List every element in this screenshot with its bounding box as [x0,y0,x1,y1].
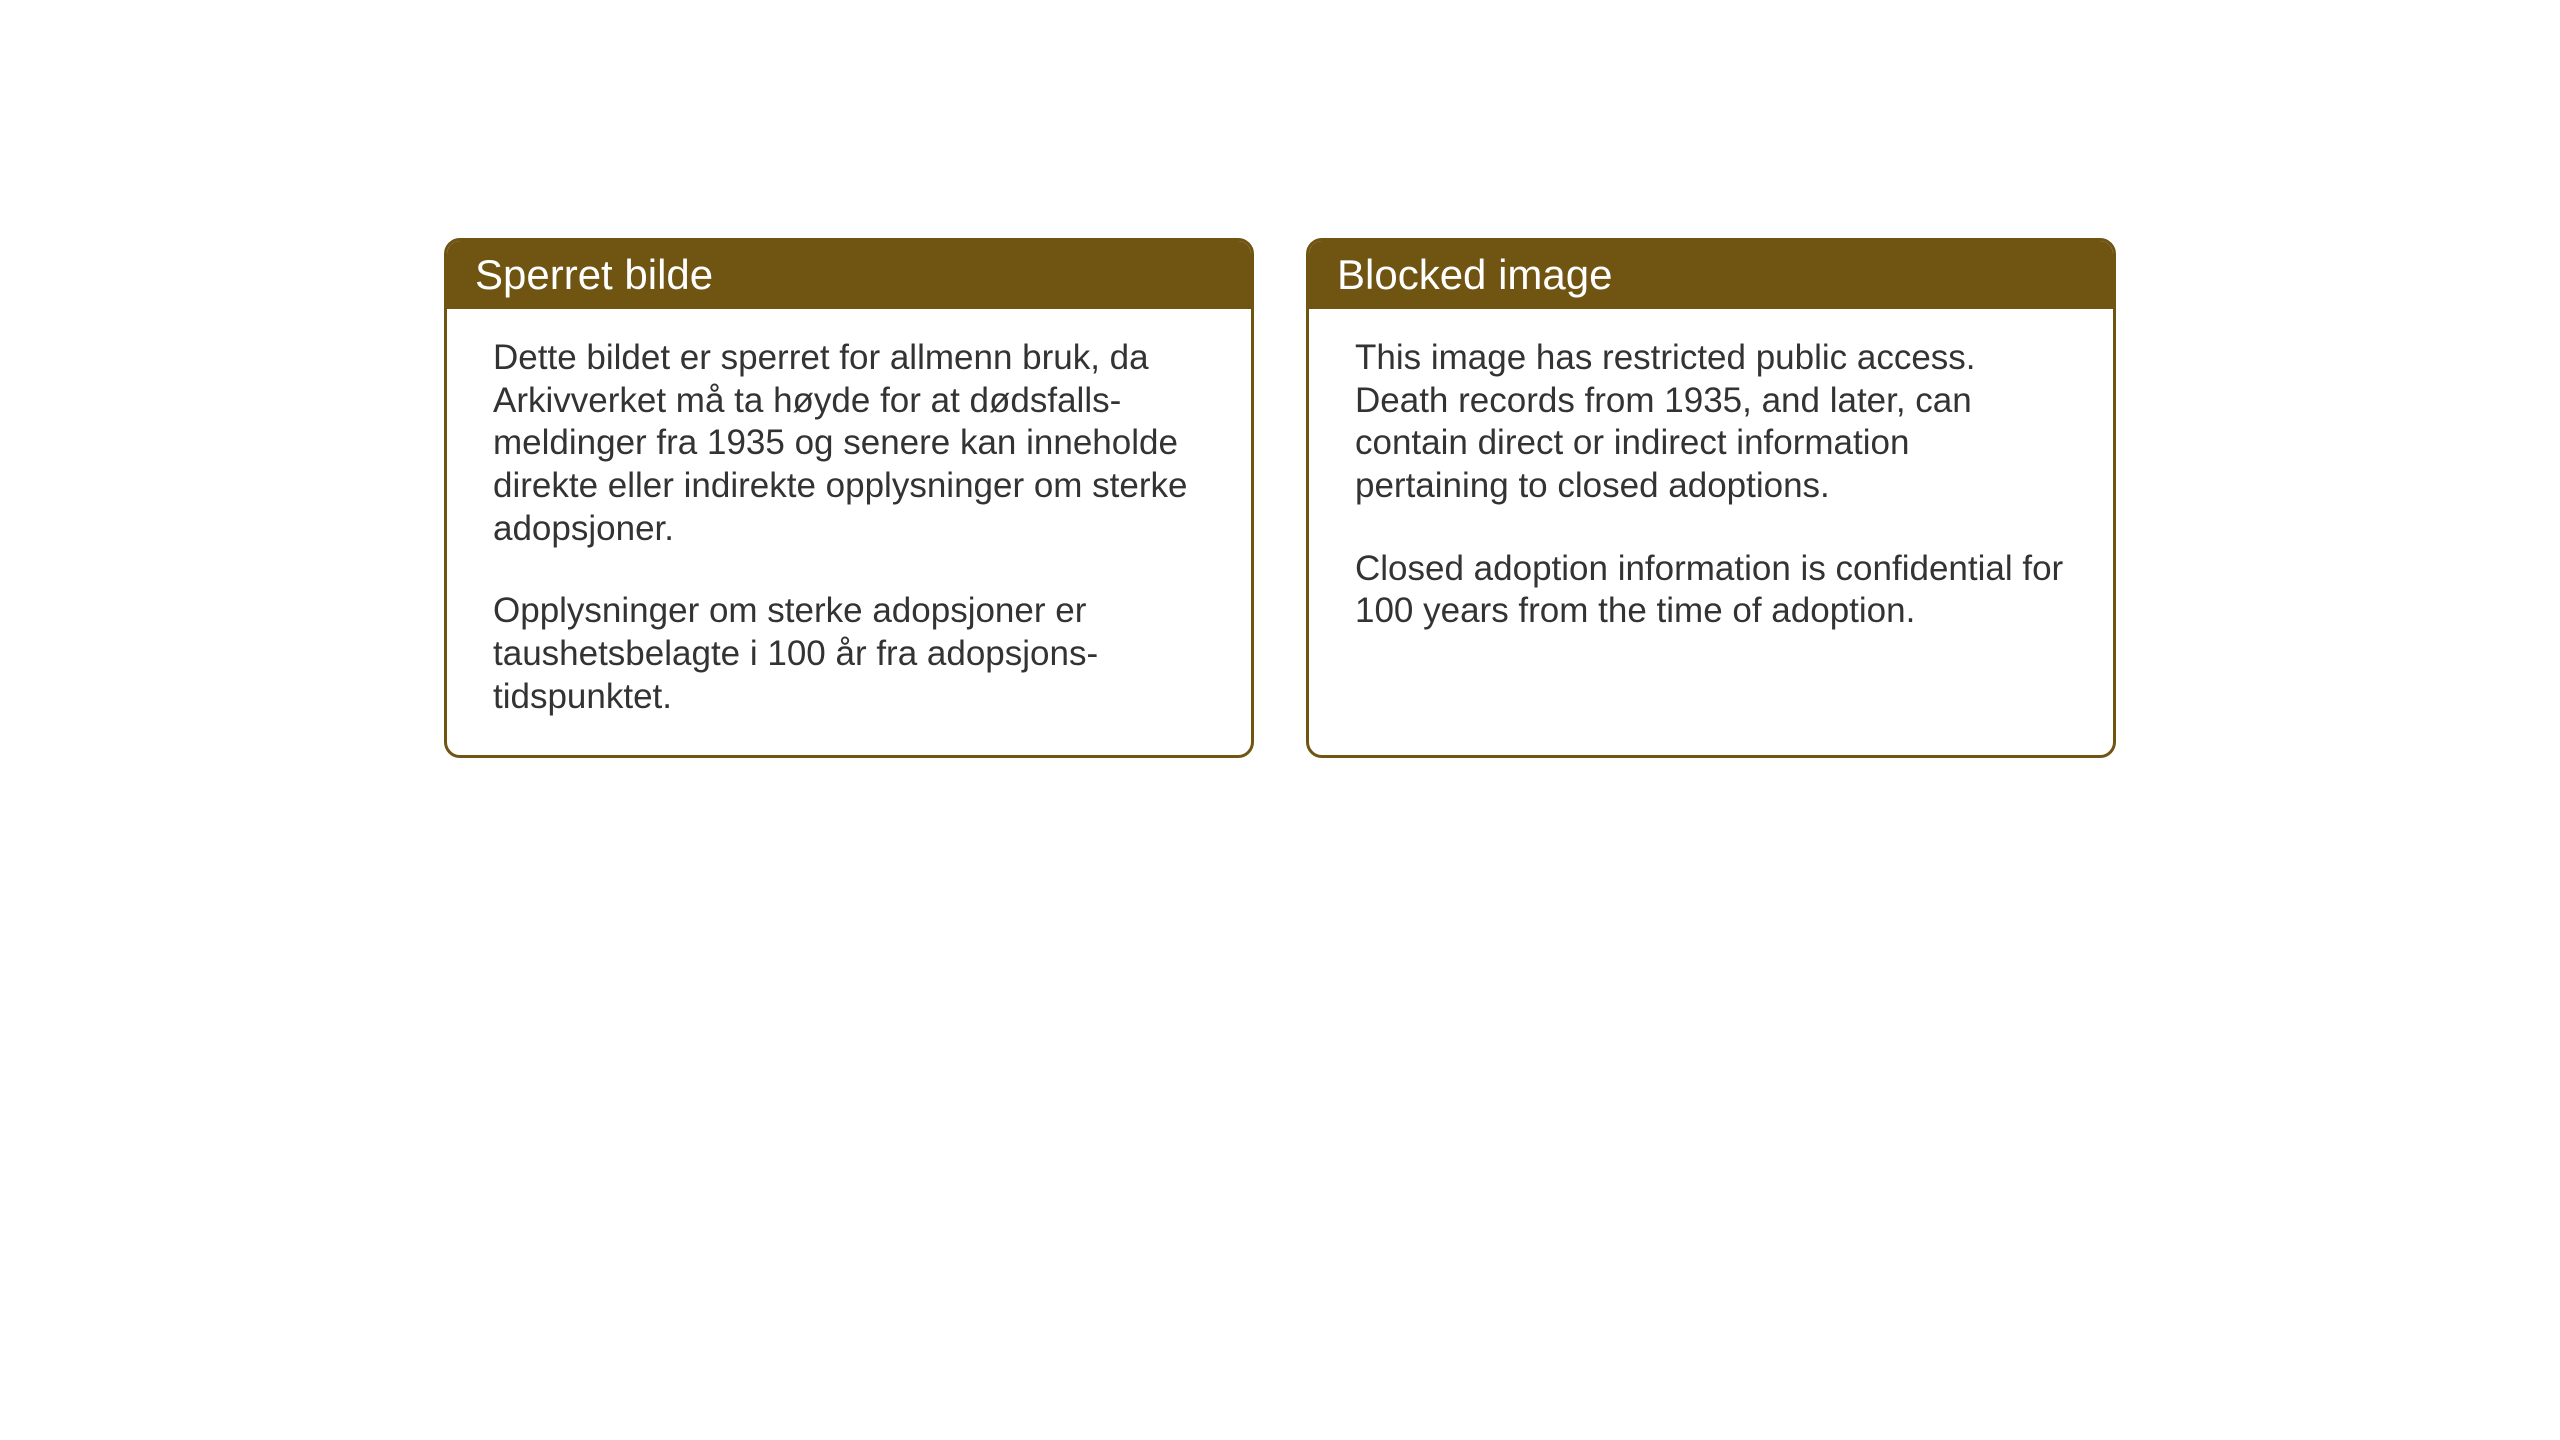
paragraph-1-english: This image has restricted public access.… [1355,337,2067,508]
card-title-english: Blocked image [1337,251,1612,298]
notice-card-english: Blocked image This image has restricted … [1306,238,2116,758]
paragraph-1-norwegian: Dette bildet er sperret for allmenn bruk… [493,337,1205,550]
paragraph-2-english: Closed adoption information is confident… [1355,548,2067,633]
card-header-english: Blocked image [1309,241,2113,309]
notice-container: Sperret bilde Dette bildet er sperret fo… [444,238,2116,758]
paragraph-2-norwegian: Opplysninger om sterke adopsjoner er tau… [493,590,1205,718]
notice-card-norwegian: Sperret bilde Dette bildet er sperret fo… [444,238,1254,758]
card-title-norwegian: Sperret bilde [475,251,713,298]
card-body-norwegian: Dette bildet er sperret for allmenn bruk… [447,309,1251,755]
card-body-english: This image has restricted public access.… [1309,309,2113,669]
card-header-norwegian: Sperret bilde [447,241,1251,309]
